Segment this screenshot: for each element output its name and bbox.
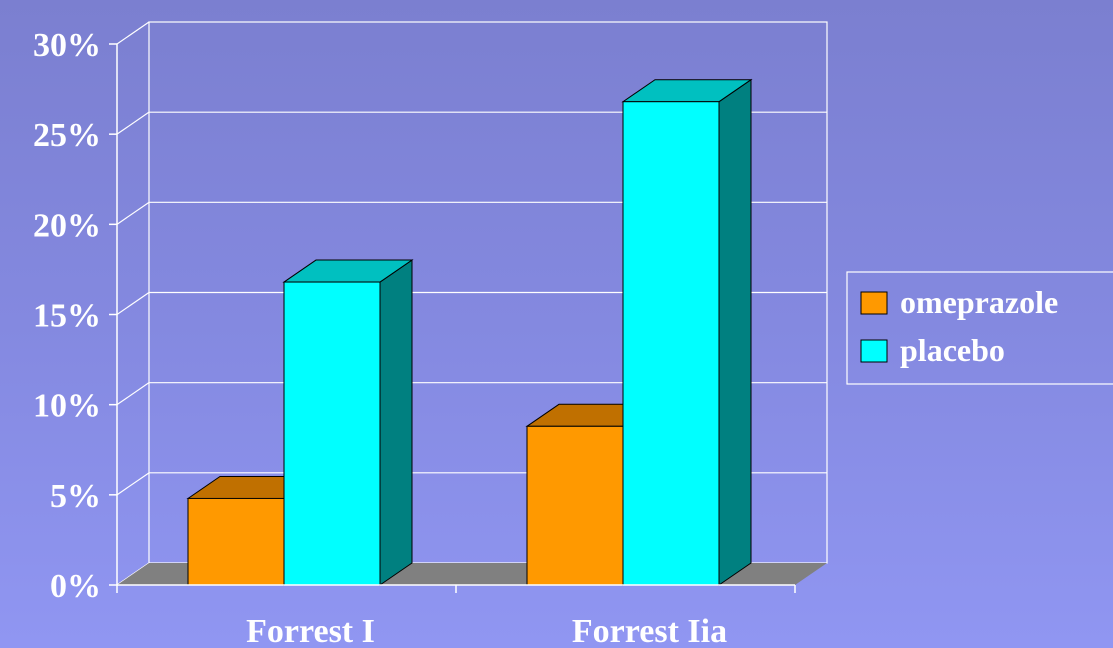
y-tick-label: 15% (33, 298, 101, 335)
bar-front (283, 281, 381, 586)
gridline-depth (116, 382, 150, 406)
legend-label: placebo (900, 332, 1005, 368)
axes (109, 43, 796, 593)
x-category-label: Forrest Iia (572, 613, 727, 648)
y-tick-label: 10% (33, 388, 101, 425)
bars (186, 78, 753, 586)
legend-label: omeprazole (900, 284, 1058, 320)
legend: omeprazole placebo (846, 271, 1113, 385)
x-category-label: Forrest I (246, 613, 375, 648)
legend-swatch (860, 291, 888, 315)
bar-front (526, 425, 624, 586)
bar-front (622, 101, 720, 586)
gridline-depth (116, 201, 150, 225)
bar-side (718, 78, 752, 586)
y-tick-label: 5% (50, 478, 101, 515)
y-tick-label: 0% (50, 568, 101, 605)
bar-front (187, 497, 285, 586)
legend-swatch (860, 339, 888, 363)
gridline-depth (116, 21, 150, 45)
gridline-depth (116, 111, 150, 135)
gridline-depth (116, 292, 150, 315)
bar-placebo-2 (621, 78, 753, 586)
bar-placebo-1 (282, 259, 414, 586)
gridline-depth (116, 472, 150, 496)
y-tick-label: 25% (33, 117, 101, 154)
y-tick-label: 20% (33, 207, 101, 244)
bar-side (379, 259, 413, 586)
legend-box (846, 271, 1113, 385)
y-tick-label: 30% (33, 27, 101, 64)
tick-labels: 0% 5% 10% 15% 20% 25% 30% Forrest I Forrest Iia (33, 27, 727, 648)
